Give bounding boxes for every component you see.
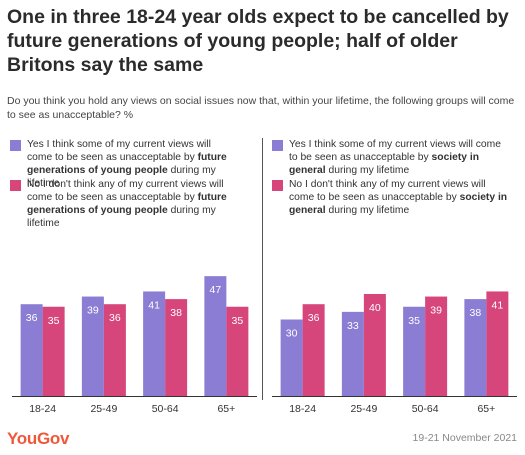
bar-no — [302, 304, 325, 396]
data-label: 41 — [492, 299, 504, 311]
x-tick-label: 25-49 — [350, 403, 377, 415]
bar-yes — [143, 291, 166, 396]
data-label: 35 — [408, 315, 420, 327]
fieldwork-date: 19-21 November 2021 — [412, 432, 517, 444]
x-tick-label: 50-64 — [152, 403, 179, 415]
x-tick-label: 50-64 — [412, 403, 439, 415]
bar-no — [42, 306, 65, 396]
data-label: 35 — [232, 315, 244, 327]
data-label: 35 — [48, 315, 60, 327]
legend-label-no: No I don't think any of my current views… — [289, 179, 508, 216]
legend-item-no: No I don't think any of my current views… — [272, 178, 512, 220]
data-label: 36 — [109, 312, 121, 324]
bar-no — [425, 296, 448, 396]
legend-item-yes: Yes I think some of my current views wil… — [272, 138, 512, 180]
x-tick-label: 65+ — [217, 403, 235, 415]
legend-swatch-yes — [10, 140, 21, 151]
data-label: 38 — [470, 307, 482, 319]
question-text: Do you think you hold any views on socia… — [7, 95, 515, 121]
data-label: 40 — [369, 302, 381, 314]
data-label: 36 — [26, 312, 38, 324]
legend-left: Yes I think some of my current views wil… — [10, 138, 255, 229]
legend-label-yes: Yes I think some of my current views wil… — [27, 139, 227, 189]
data-label: 47 — [210, 284, 222, 296]
x-tick-label: 65+ — [477, 403, 495, 415]
data-label: 33 — [347, 320, 359, 332]
bar-yes — [403, 306, 426, 396]
bar-yes — [204, 276, 227, 396]
legend-item-no: No I don't think any of my current views… — [10, 178, 250, 229]
bar-no — [363, 294, 386, 396]
bar-yes — [81, 296, 104, 396]
bar-yes — [20, 304, 43, 396]
bar-yes — [464, 299, 487, 396]
bar-no — [226, 306, 249, 396]
bar-no — [165, 299, 188, 396]
legend-label-no: No I don't think any of my current views… — [27, 179, 227, 229]
legend-swatch-no — [272, 180, 283, 191]
legend-item-yes: Yes I think some of my current views wil… — [10, 138, 250, 189]
legend-right: Yes I think some of my current views wil… — [272, 138, 517, 228]
data-label: 36 — [308, 312, 320, 324]
bar-no — [103, 304, 126, 396]
data-label: 39 — [87, 305, 99, 317]
chart-title: One in three 18-24 year olds expect to b… — [7, 6, 509, 76]
bar-no — [486, 291, 509, 396]
x-tick-label: 18-24 — [289, 403, 316, 415]
bar-yes — [341, 311, 364, 396]
data-label: 38 — [170, 307, 182, 319]
legend-swatch-yes — [272, 140, 283, 151]
x-tick-label: 25-49 — [90, 403, 117, 415]
x-tick-label: 18-24 — [29, 403, 56, 415]
panel-divider — [262, 138, 263, 400]
legend-swatch-no — [10, 180, 21, 191]
yougov-logo: YouGov — [7, 429, 70, 448]
data-label: 39 — [430, 305, 442, 317]
legend-label-yes: Yes I think some of my current views wil… — [289, 139, 501, 176]
data-label: 41 — [148, 299, 160, 311]
data-label: 30 — [286, 328, 298, 340]
bar-yes — [280, 319, 303, 396]
